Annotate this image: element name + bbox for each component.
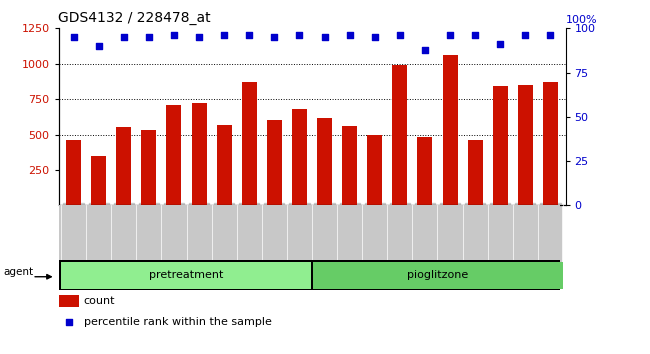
Point bbox=[194, 34, 204, 40]
Point bbox=[495, 41, 506, 47]
Bar bbox=[141, 130, 157, 205]
Bar bbox=[91, 156, 106, 205]
Point bbox=[370, 34, 380, 40]
Bar bbox=[66, 140, 81, 205]
Text: 100%: 100% bbox=[566, 15, 597, 25]
Bar bbox=[417, 137, 432, 205]
Bar bbox=[518, 85, 533, 205]
Bar bbox=[443, 55, 458, 205]
Text: pioglitzone: pioglitzone bbox=[408, 270, 469, 280]
Bar bbox=[58, 295, 79, 307]
Point bbox=[118, 34, 129, 40]
Bar bbox=[543, 82, 558, 205]
Point bbox=[294, 33, 305, 38]
Text: count: count bbox=[84, 296, 115, 306]
Point bbox=[244, 33, 254, 38]
Point bbox=[169, 33, 179, 38]
Text: GDS4132 / 228478_at: GDS4132 / 228478_at bbox=[58, 11, 211, 25]
Bar bbox=[166, 105, 181, 205]
Point bbox=[545, 33, 556, 38]
Text: agent: agent bbox=[3, 267, 33, 277]
Text: pretreatment: pretreatment bbox=[149, 270, 223, 280]
Bar bbox=[192, 103, 207, 205]
Bar bbox=[367, 135, 382, 205]
Point bbox=[420, 47, 430, 52]
Point bbox=[219, 33, 229, 38]
Bar bbox=[216, 125, 231, 205]
Point bbox=[344, 33, 355, 38]
Point bbox=[520, 33, 530, 38]
Point bbox=[319, 34, 330, 40]
Bar bbox=[242, 82, 257, 205]
Bar bbox=[342, 126, 358, 205]
Point bbox=[445, 33, 455, 38]
Text: percentile rank within the sample: percentile rank within the sample bbox=[84, 317, 272, 327]
Bar bbox=[317, 118, 332, 205]
Point bbox=[144, 34, 154, 40]
Point bbox=[269, 34, 280, 40]
Bar bbox=[313, 262, 563, 289]
Bar bbox=[116, 127, 131, 205]
Point bbox=[395, 33, 405, 38]
Bar bbox=[292, 109, 307, 205]
Bar bbox=[61, 262, 311, 289]
Point bbox=[94, 43, 104, 49]
Bar bbox=[393, 65, 408, 205]
Point bbox=[68, 34, 79, 40]
Point bbox=[470, 33, 480, 38]
Bar bbox=[266, 120, 282, 205]
Bar bbox=[467, 140, 483, 205]
Bar bbox=[493, 86, 508, 205]
Point bbox=[64, 319, 74, 325]
